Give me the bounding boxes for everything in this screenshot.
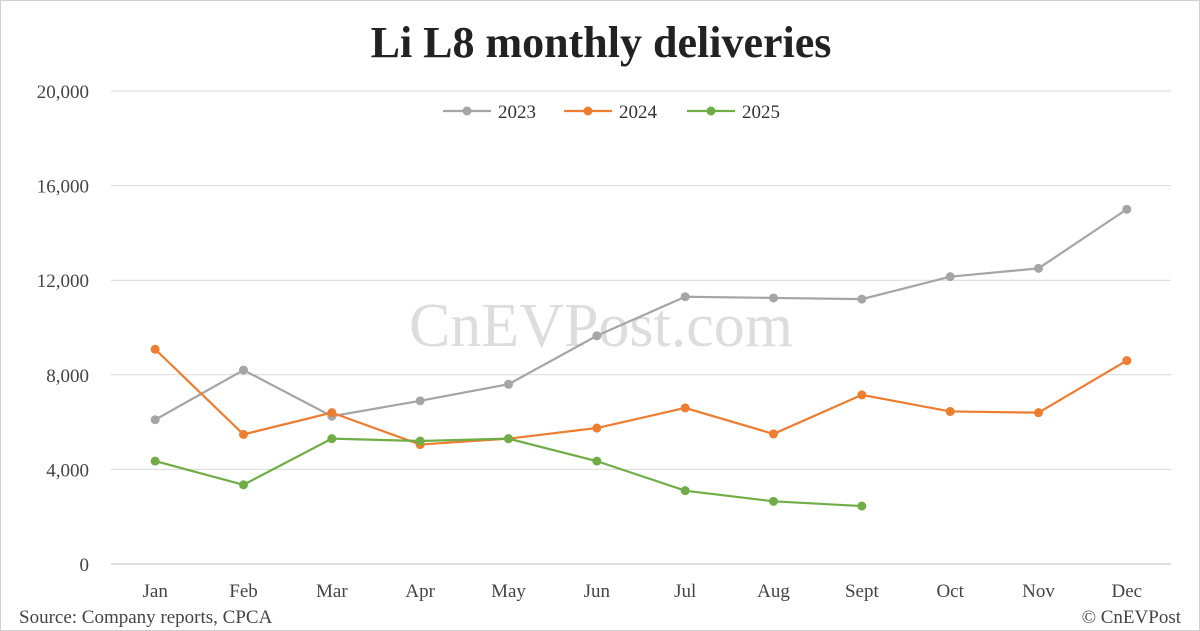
series-line-2025 [154,437,862,508]
data-point-2024 [239,429,248,439]
x-tick-label: Jul [674,581,696,602]
y-tick-label: 20,000 [37,82,89,103]
data-point-2023 [1122,204,1132,214]
data-point-2024 [327,408,337,418]
data-point-2024 [769,429,778,439]
data-point-2025 [504,434,513,444]
data-point-2023 [150,415,160,425]
x-tick-label: Dec [1112,581,1143,602]
data-point-2024 [857,390,867,400]
data-point-2023 [769,293,778,303]
x-tick-label: Sept [845,581,880,602]
legend-label-2023: 2023 [498,102,536,123]
data-point-2024 [945,406,955,416]
data-point-2023 [680,292,690,302]
data-point-2023 [504,379,513,389]
series-line-2024 [154,348,1128,446]
x-tick-label: Oct [936,581,964,602]
data-point-2025 [857,501,867,511]
copyright-note: © CnEVPost [1082,607,1182,628]
data-point-2025 [592,456,602,466]
data-point-2023 [415,396,425,406]
data-point-2024 [150,344,160,354]
legend-marker-2025 [706,106,716,116]
chart-title: Li L8 monthly deliveries [371,18,832,67]
data-point-2023 [857,294,867,304]
data-point-2025 [415,436,425,446]
data-point-2023 [945,272,955,282]
data-point-2025 [150,456,160,466]
data-point-2023 [239,365,248,375]
x-tick-label: Mar [316,581,348,602]
data-point-2024 [680,403,690,413]
data-point-2023 [1034,263,1043,273]
y-tick-label: 16,000 [37,177,89,198]
legend-marker-2024 [583,106,593,116]
x-tick-label: Nov [1022,581,1055,602]
data-point-2025 [680,486,690,496]
y-tick-label: 0 [80,555,90,576]
y-tick-label: 8,000 [46,366,89,387]
watermark: CnEVPost.com [409,292,793,360]
x-tick-label: Jun [584,581,611,602]
legend-label-2025: 2025 [742,102,780,123]
legend-label-2024: 2024 [619,102,658,123]
data-point-2024 [592,423,602,433]
y-tick-label: 12,000 [37,271,89,292]
data-point-2023 [592,331,602,341]
data-point-2024 [1122,356,1132,366]
data-point-2024 [1034,408,1043,418]
x-tick-label: Aug [757,581,790,602]
data-point-2025 [769,496,778,506]
source-note: Source: Company reports, CPCA [19,607,273,628]
x-tick-label: Jan [143,581,169,602]
x-tick-label: May [491,581,526,602]
y-tick-label: 4,000 [46,460,89,481]
x-tick-label: Feb [229,581,258,602]
series-line-2023 [154,208,1128,421]
data-point-2025 [327,434,337,444]
legend-marker-2023 [462,106,472,116]
data-point-2025 [239,480,248,490]
x-tick-label: Apr [405,581,435,602]
